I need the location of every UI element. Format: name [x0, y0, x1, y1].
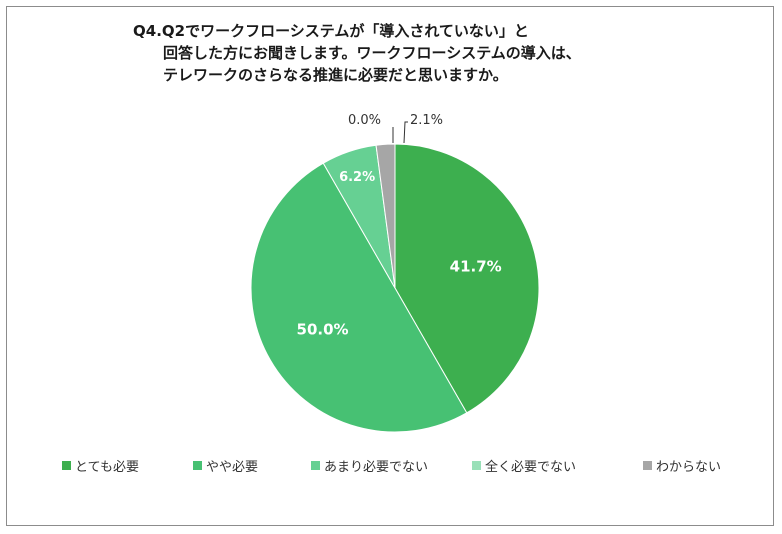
legend-label: やや必要: [206, 460, 259, 475]
legend-label: とても必要: [75, 460, 139, 475]
legend-item-3: 全く必要でない: [472, 456, 576, 475]
legend-swatch: [643, 461, 652, 470]
data-label-1: 50.0%: [297, 321, 349, 339]
data-label-3: 0.0%: [348, 113, 381, 128]
data-label-4: 2.1%: [410, 113, 443, 128]
chart-title-line-1: Q4.Q2でワークフローシステムが「導入されていない」と: [133, 22, 529, 40]
legend-label: 全く必要でない: [485, 460, 577, 475]
legend-item-2: あまり必要でない: [311, 456, 428, 475]
pie-slice-1: [250, 162, 468, 433]
leader-line-4: [403, 121, 408, 144]
legend-label: わからない: [656, 460, 722, 475]
data-label-2: 6.2%: [339, 170, 375, 185]
legend-item-0: とても必要: [62, 456, 139, 475]
legend-swatch: [311, 461, 320, 470]
pie-slice-4: [375, 143, 396, 289]
chart-title-line-3: テレワークのさらなる推進に必要だと思いますか。: [163, 66, 508, 84]
legend-label: あまり必要でない: [324, 460, 429, 475]
legend-item-4: わからない: [643, 456, 721, 475]
data-label-0: 41.7%: [450, 257, 502, 275]
legend-swatch: [193, 461, 202, 470]
legend-swatch: [472, 461, 481, 470]
legend-item-1: やや必要: [193, 456, 258, 475]
chart-title-line-2: 回答した方にお聞きします。ワークフローシステムの導入は、: [163, 44, 581, 62]
legend-swatch: [62, 461, 71, 470]
chart-frame: [6, 6, 774, 526]
pie-slice-0: [394, 143, 540, 414]
